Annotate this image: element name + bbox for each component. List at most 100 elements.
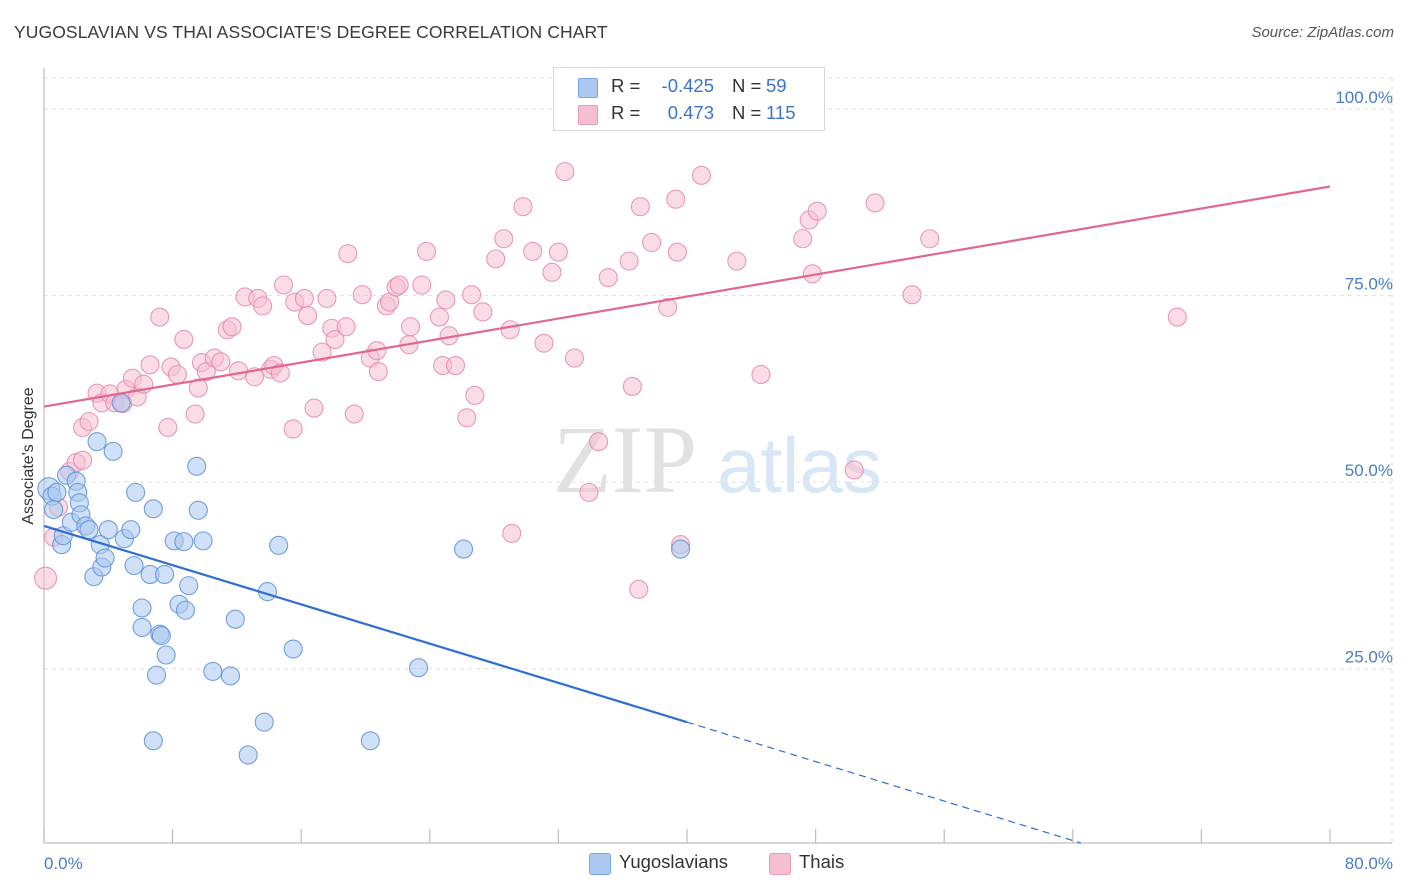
- legend-swatch-yugoslavians: [589, 853, 611, 875]
- legend-swatch-yugoslavians: [578, 78, 598, 98]
- thais-point: [844, 460, 864, 480]
- yugoslavians-point: [156, 645, 176, 665]
- yugoslavians-point: [454, 539, 474, 559]
- yugoslavians-point: [146, 665, 167, 685]
- yugoslavians-point: [283, 639, 303, 659]
- thais-point: [542, 262, 562, 282]
- yugoslavians-point: [187, 456, 207, 476]
- yugoslavians-point: [143, 499, 163, 519]
- yugoslavians-trend-line: [43, 524, 688, 724]
- thais-point: [368, 361, 388, 382]
- source-note: Source: ZipAtlas.com: [1251, 24, 1394, 41]
- yugoslavians-point: [44, 499, 64, 520]
- thais-point: [589, 432, 609, 452]
- thais-point: [253, 296, 273, 316]
- yugoslavians-point: [132, 617, 152, 637]
- yugoslavians-point: [79, 520, 99, 540]
- yugoslavians-point: [111, 393, 131, 413]
- y-axis-label: Associate's Degree: [20, 387, 37, 524]
- stats-legend: R = -0.425 N = 59 R = 0.473 N = 115: [553, 67, 825, 131]
- yugoslavians-point: [238, 745, 258, 765]
- thais-point: [273, 275, 294, 295]
- thais-point: [457, 408, 477, 428]
- thais-point: [564, 348, 585, 368]
- yugoslavians-point: [98, 520, 118, 540]
- legend-r-value: 0.473: [667, 102, 714, 123]
- thais-point: [312, 342, 332, 362]
- legend-n-value: 115: [766, 102, 796, 123]
- thais-point: [462, 285, 482, 305]
- thais-point: [751, 364, 771, 385]
- yugoslavians-point: [175, 600, 196, 620]
- thais-point: [158, 417, 178, 438]
- thais-point: [548, 242, 568, 262]
- y-tick-label: 50.0%: [1345, 461, 1393, 480]
- yugoslavians-point: [151, 626, 171, 646]
- thais-point: [270, 363, 290, 383]
- thais-point: [222, 317, 242, 337]
- legend-row-yugoslavians: R = -0.425 N = 59: [554, 75, 824, 101]
- thais-point: [298, 306, 318, 326]
- legend-r-value: -0.425: [661, 75, 714, 96]
- thais-point: [352, 285, 372, 305]
- thais-point: [500, 320, 520, 340]
- legend-n-value: 59: [766, 75, 787, 96]
- thais-point: [294, 288, 314, 308]
- yugoslavians-point: [188, 500, 208, 520]
- legend-swatch-thais: [578, 105, 598, 125]
- thais-point: [417, 241, 437, 261]
- thais-point: [486, 249, 506, 269]
- yugoslavians-point: [132, 598, 152, 618]
- thais-point: [534, 333, 554, 353]
- yugoslavians-point: [121, 520, 141, 540]
- thais-point: [642, 232, 662, 253]
- thais-point: [727, 251, 747, 271]
- thais-point: [630, 197, 650, 217]
- yugoslavians-point: [225, 609, 245, 629]
- thais-point: [902, 285, 922, 305]
- x-tick-label: 80.0%: [1345, 854, 1393, 873]
- legend-label-yugoslavians: Yugoslavians: [619, 851, 729, 872]
- legend-label-thais: Thais: [799, 851, 845, 872]
- yugoslavians-point: [269, 535, 289, 555]
- thais-point: [473, 302, 493, 322]
- thais-point: [325, 329, 345, 350]
- yugoslavians-point: [671, 539, 691, 559]
- yugoslavians-point: [174, 532, 194, 552]
- thais-point: [150, 307, 170, 327]
- thais-point: [73, 450, 93, 470]
- thais-point: [793, 229, 813, 249]
- x-tick-label: 0.0%: [44, 854, 83, 873]
- thais-point: [807, 201, 827, 221]
- legend-r-label: R =: [611, 75, 641, 96]
- thais-point: [338, 244, 358, 264]
- thais-point: [283, 419, 303, 439]
- thais-point: [865, 193, 885, 213]
- yugoslavians-point: [47, 482, 67, 502]
- series-legend: Yugoslavians Thais: [0, 851, 1406, 877]
- thais-point: [336, 317, 356, 337]
- thais-point: [167, 364, 187, 385]
- thais-point: [79, 411, 99, 432]
- thais-point: [502, 523, 522, 543]
- yugoslavians-point: [143, 731, 163, 751]
- thais-point: [174, 329, 194, 350]
- thais-trend-line: [43, 185, 1331, 408]
- thais-point: [622, 376, 642, 396]
- thais-point: [666, 189, 686, 209]
- thais-point: [389, 275, 409, 295]
- thais-point: [34, 566, 58, 590]
- thais-point: [188, 378, 208, 398]
- thais-point: [140, 355, 160, 375]
- thais-point: [513, 197, 533, 217]
- thais-point: [317, 288, 337, 308]
- y-tick-label: 25.0%: [1345, 648, 1393, 667]
- watermark: ZIP atlas: [553, 406, 882, 513]
- legend-row-thais: R = 0.473 N = 115: [554, 102, 824, 128]
- yugoslavians-point: [95, 548, 115, 568]
- y-tick-label: 100.0%: [1335, 88, 1393, 107]
- yugoslavians-point: [193, 531, 213, 551]
- thais-point: [185, 404, 205, 424]
- thais-point: [465, 385, 485, 405]
